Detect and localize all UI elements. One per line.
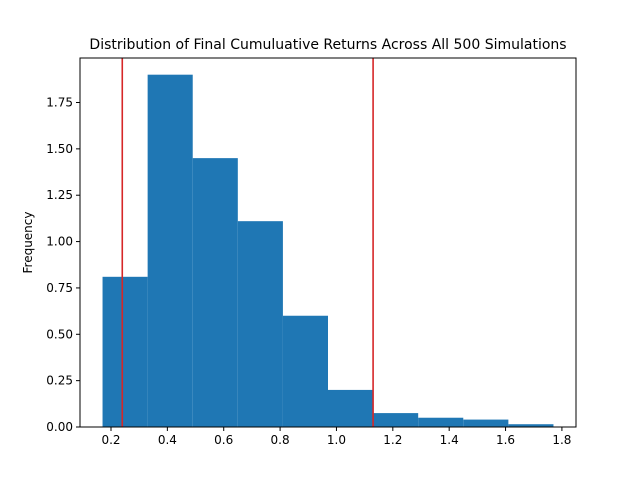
x-tick-label: 1.8 (552, 433, 571, 447)
histogram-bar-5 (328, 389, 374, 427)
x-tick-label: 1.0 (327, 433, 346, 447)
histogram-bar-6 (373, 413, 419, 427)
histogram-bar-9 (508, 424, 554, 427)
y-tick-label: 1.00 (46, 235, 73, 249)
histogram-bar-4 (282, 315, 328, 427)
histogram-bar-1 (147, 74, 193, 427)
histogram-bar-7 (418, 417, 464, 427)
x-axis-ticks: 0.2 0.4 0.6 0.8 1.0 1.2 1.4 1.6 1.8 (101, 427, 571, 447)
y-tick-label: 0.75 (46, 281, 73, 295)
reference-lines-layer (121, 58, 374, 427)
histogram-bar-3 (237, 221, 283, 427)
histogram-bar-0 (102, 276, 148, 427)
chart-title: Distribution of Final Cumuluative Return… (89, 37, 566, 53)
x-tick-label: 0.4 (158, 433, 177, 447)
y-tick-label: 0.25 (46, 374, 73, 388)
x-tick-label: 1.6 (496, 433, 515, 447)
y-tick-label: 0.00 (46, 420, 73, 434)
histogram-bar-2 (192, 158, 238, 427)
y-axis-label: Frequency (21, 212, 35, 274)
y-tick-label: 1.75 (46, 96, 73, 110)
y-tick-label: 1.50 (46, 142, 73, 156)
x-tick-label: 0.2 (101, 433, 120, 447)
bars-layer (102, 74, 554, 427)
x-tick-label: 1.2 (383, 433, 402, 447)
y-tick-label: 1.25 (46, 188, 73, 202)
histogram-bar-8 (463, 419, 509, 427)
x-tick-label: 0.6 (214, 433, 233, 447)
x-tick-label: 0.8 (271, 433, 290, 447)
plot-frame (79, 57, 577, 428)
y-axis-ticks: 0.00 0.25 0.50 0.75 1.00 1.25 1.50 1.75 (46, 96, 80, 434)
y-tick-label: 0.50 (46, 327, 73, 341)
x-tick-label: 1.4 (440, 433, 459, 447)
axes-frame (79, 57, 577, 428)
